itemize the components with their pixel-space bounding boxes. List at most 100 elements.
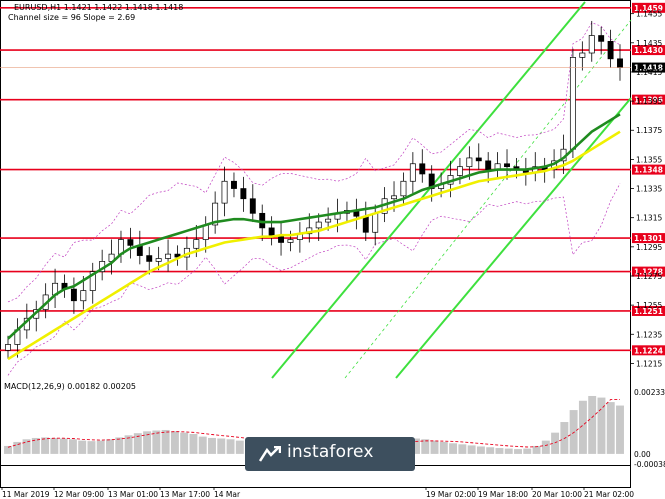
time-tick-label: 14 Mar xyxy=(214,490,241,499)
candle-body xyxy=(400,180,407,197)
macd-bar xyxy=(68,439,77,454)
bollinger-lower xyxy=(7,183,621,376)
candle-body xyxy=(5,344,11,351)
macd-bar xyxy=(59,438,68,454)
price-tick-label: 1.1395 xyxy=(636,97,662,106)
price-channel xyxy=(271,1,632,379)
macd-bar xyxy=(96,440,105,454)
macd-bar xyxy=(551,432,560,454)
price-tick-label: 1.1215 xyxy=(636,359,662,368)
macd-bar xyxy=(13,441,22,454)
macd-bar xyxy=(4,445,12,454)
macd-bar xyxy=(606,402,615,454)
macd-bar xyxy=(421,439,430,454)
macd-bar xyxy=(476,446,485,454)
channel-line xyxy=(344,19,632,379)
macd-bar xyxy=(616,405,624,454)
macd-tick-label: 0.00 xyxy=(634,450,651,459)
macd-bar xyxy=(467,445,476,454)
macd-bar xyxy=(430,440,439,454)
candlesticks xyxy=(5,20,623,360)
candle-body xyxy=(617,58,623,68)
candle-body xyxy=(325,218,332,223)
candle-body xyxy=(174,253,181,258)
candle-body xyxy=(287,239,294,243)
candle-body xyxy=(89,271,96,291)
watermark-text: instaforex xyxy=(287,442,374,462)
slow-moving-average xyxy=(7,130,621,361)
price-tick-label: 1.1455 xyxy=(636,10,662,19)
candle-body xyxy=(212,202,219,226)
macd-bar xyxy=(189,433,198,454)
macd-tick-label: -0.00038 xyxy=(634,460,665,469)
macd-bar xyxy=(523,448,532,454)
support-resistance-levels: 1.14591.14301.13961.13481.13011.12781.12… xyxy=(0,2,665,356)
macd-bar xyxy=(226,439,235,454)
candle-body xyxy=(70,288,77,302)
level-label: 1.1278 xyxy=(634,268,663,277)
candle-body xyxy=(202,224,209,240)
channel-line xyxy=(271,1,586,379)
channel-info: Channel size = 96 Slope = 2.69 xyxy=(8,13,135,22)
macd-tick-label: 0.00233 xyxy=(634,388,665,397)
candle-body xyxy=(221,180,228,204)
candle-body xyxy=(155,258,162,262)
macd-bar xyxy=(412,438,420,454)
candle-body xyxy=(485,160,492,170)
time-tick-label: 11 Mar 2019 xyxy=(2,490,50,499)
macd-bar xyxy=(78,440,87,454)
level-label: 1.1348 xyxy=(634,166,663,175)
candle-body xyxy=(588,35,595,54)
macd-bar xyxy=(143,431,152,454)
instaforex-watermark: instaforex xyxy=(245,437,415,471)
macd-bar xyxy=(514,449,522,454)
price-tick-label: 1.1275 xyxy=(636,272,662,281)
time-tick-label: 21 Mar 02:00 xyxy=(584,490,634,499)
macd-bar xyxy=(569,410,578,454)
macd-bar xyxy=(578,400,587,454)
candle-body xyxy=(127,239,134,246)
macd-bar xyxy=(541,440,550,454)
level-label: 1.1224 xyxy=(634,346,663,355)
price-tick-label: 1.1355 xyxy=(636,155,662,164)
macd-bar xyxy=(41,437,50,454)
moving-averages: 1.1418 xyxy=(0,62,665,361)
candle-body xyxy=(456,166,463,176)
candle-body xyxy=(419,163,426,175)
macd-bar xyxy=(106,439,114,454)
macd-bar xyxy=(486,447,495,454)
candle-body xyxy=(607,40,614,60)
level-label: 1.1301 xyxy=(634,234,663,243)
macd-bar xyxy=(597,397,606,454)
macd-bar xyxy=(152,430,161,454)
time-tick-label: 12 Mar 09:00 xyxy=(54,490,104,499)
time-axis: 11 Mar 2019 12 Mar 09:00 13 Mar 01:00 13 Ma… xyxy=(1,487,634,499)
time-tick-label: 13 Mar 17:00 xyxy=(160,490,210,499)
candle-body xyxy=(372,212,379,233)
macd-bar xyxy=(458,444,467,454)
level-label-bg xyxy=(632,164,665,175)
current-price-label: 1.1418 xyxy=(634,64,663,73)
macd-bar xyxy=(161,429,170,454)
candle-body xyxy=(80,290,87,302)
level-label-bg xyxy=(632,94,665,105)
macd-bar xyxy=(115,437,124,454)
macd-bar xyxy=(235,440,244,454)
macd-bar xyxy=(133,433,142,454)
price-tick-label: 1.1255 xyxy=(636,301,662,310)
fast-moving-average xyxy=(7,113,621,340)
candle-body xyxy=(231,180,237,189)
macd-bar xyxy=(22,439,31,454)
price-tick-label: 1.1335 xyxy=(636,185,662,194)
macd-bar xyxy=(124,435,133,454)
macd-bar xyxy=(87,441,96,454)
candle-body xyxy=(475,157,482,162)
candle-body xyxy=(193,239,200,249)
candle-body xyxy=(240,188,247,200)
macd-bar xyxy=(449,443,458,454)
time-tick-label: 19 Mar 02:00 xyxy=(426,490,476,499)
macd-bar xyxy=(170,431,179,454)
macd-bar xyxy=(439,441,448,454)
macd-signal-line xyxy=(7,398,620,448)
time-tick-label: 13 Mar 01:00 xyxy=(108,490,158,499)
